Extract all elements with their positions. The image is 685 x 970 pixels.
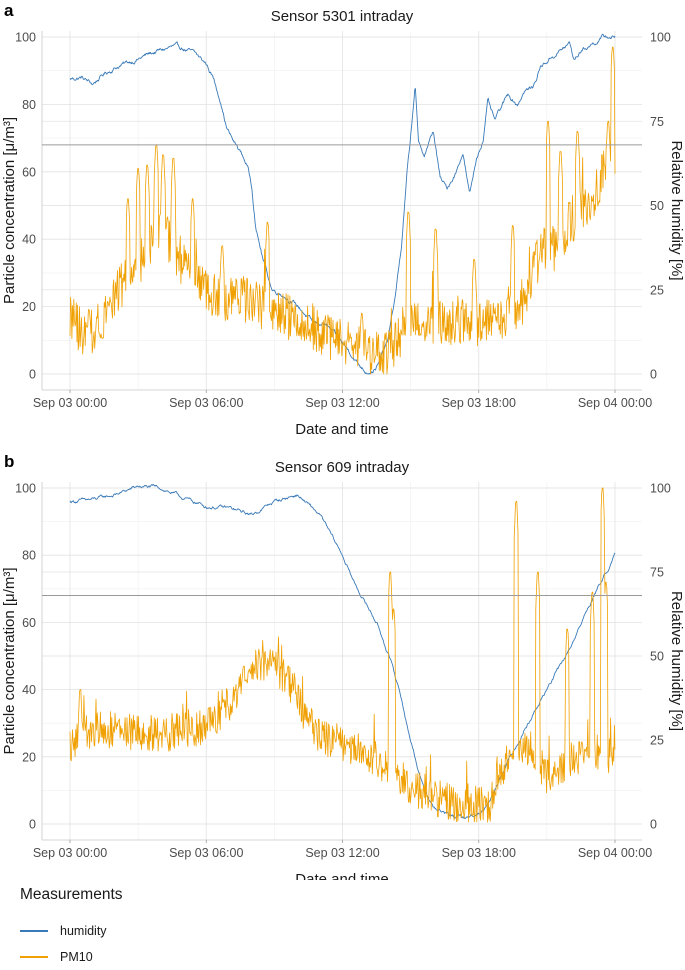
y2-tick-label: 50 (650, 650, 664, 664)
y-tick-label: 100 (15, 482, 36, 496)
major-grid (42, 482, 642, 840)
series-line-pm10 (69, 46, 616, 375)
panel-b: b Sensor 609 intraday 0 20 40 60 80 100 0 25 50 75 1… (1, 452, 685, 880)
y-tick-label: 80 (22, 549, 36, 563)
legend-item-humidity: humidity (20, 918, 123, 944)
y2-tick-label: 50 (650, 199, 664, 213)
x-axis-label: Date and time (295, 871, 388, 880)
x-tick-label: Sep 03 18:00 (442, 846, 516, 860)
legend-label-humidity: humidity (60, 924, 107, 938)
minor-grid (42, 31, 642, 390)
y-tick-label: 100 (15, 31, 36, 45)
chart-title: Sensor 609 intraday (275, 459, 410, 476)
y-tick-label: 80 (22, 98, 36, 112)
legend-title: Measurements (20, 886, 123, 903)
y-tick-label: 20 (22, 750, 36, 764)
legend-key-humidity (20, 930, 48, 932)
panel-label: b (4, 452, 14, 471)
y-tick-label: 40 (22, 233, 36, 247)
y2-tick-label: 0 (650, 818, 657, 832)
x-tick-label: Sep 03 12:00 (305, 396, 379, 410)
y-axis-label: Particle concentration [μ/m³] (1, 117, 18, 304)
y2-tick-label: 75 (650, 566, 664, 580)
panel-label: a (4, 1, 14, 20)
y2-tick-label: 25 (650, 283, 664, 297)
x-tick-label: Sep 03 00:00 (33, 396, 107, 410)
y-tick-label: 60 (22, 165, 36, 179)
legend-item-pm10: PM10 (20, 944, 123, 970)
panel-a: a Sensor 5301 intraday 0 20 40 60 80 100 0 25 50 75… (1, 1, 685, 438)
major-grid (42, 31, 642, 390)
y2-tick-label: 25 (650, 734, 664, 748)
minor-grid (42, 482, 642, 840)
series-line-humidity (69, 484, 616, 820)
x-tick-label: Sep 03 06:00 (169, 396, 243, 410)
x-tick-label: Sep 04 00:00 (578, 846, 652, 860)
y-tick-label: 0 (29, 818, 36, 832)
series-line-pm10 (69, 487, 616, 823)
y-tick-label: 60 (22, 616, 36, 630)
y-tick-label: 40 (22, 683, 36, 697)
x-tick-label: Sep 03 12:00 (305, 846, 379, 860)
y2-tick-label: 75 (650, 115, 664, 129)
chart-figure: a Sensor 5301 intraday 0 20 40 60 80 100 0 25 50 75… (1, 1, 685, 880)
y2-tick-label: 0 (650, 368, 657, 382)
y2-axis-label: Relative humidity [%] (668, 140, 685, 280)
y2-tick-label: 100 (650, 31, 671, 45)
y-tick-label: 0 (29, 368, 36, 382)
x-tick-label: Sep 03 00:00 (33, 846, 107, 860)
y2-axis-label: Relative humidity [%] (668, 591, 685, 731)
y2-tick-label: 100 (650, 482, 671, 496)
x-axis-label: Date and time (295, 421, 388, 438)
chart-title: Sensor 5301 intraday (271, 8, 414, 25)
y-axis-label: Particle concentration [μ/m³] (1, 567, 18, 754)
x-tick-label: Sep 03 06:00 (169, 846, 243, 860)
y-tick-label: 20 (22, 300, 36, 314)
legend-label-pm10: PM10 (60, 950, 93, 964)
legend: Measurements humidity PM10 (20, 886, 123, 970)
x-tick-label: Sep 04 00:00 (578, 396, 652, 410)
legend-key-pm10 (20, 956, 48, 958)
x-tick-label: Sep 03 18:00 (442, 396, 516, 410)
